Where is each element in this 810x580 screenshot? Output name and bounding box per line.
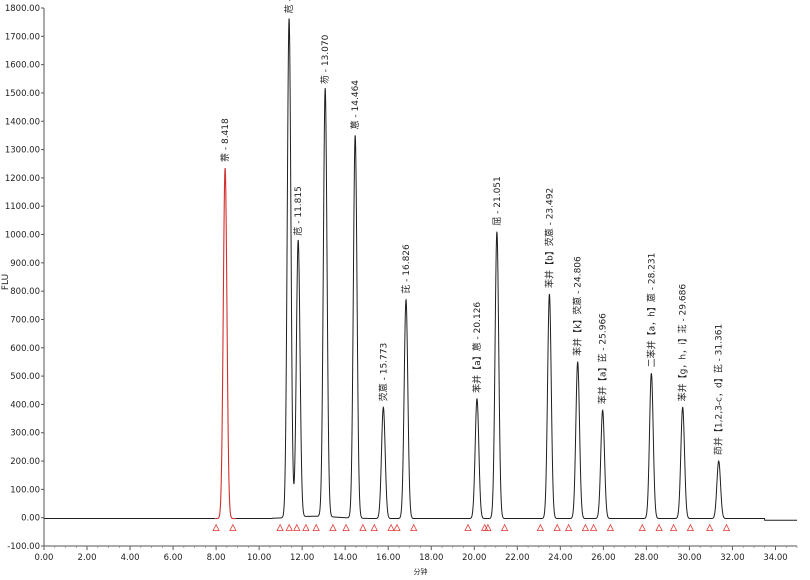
y-tick-label: 1600.00: [5, 61, 40, 71]
integration-marker: [285, 523, 293, 531]
peak-label: 苊 - 11.392: [283, 0, 295, 13]
peak-label: 苯并【a】蒽 - 20.126: [471, 302, 483, 393]
integration-marker: [638, 523, 646, 531]
integration-marker: [606, 523, 615, 531]
marker-layer: [212, 523, 731, 531]
x-tick-label: 30.00: [677, 553, 701, 563]
integration-marker: [212, 523, 220, 531]
integration-marker: [342, 523, 350, 531]
peak-label: 蒽 - 14.464: [349, 80, 361, 130]
x-tick-label: 2.00: [78, 553, 97, 563]
integration-marker: [536, 523, 545, 531]
integration-marker: [276, 523, 284, 531]
peak-label: 萘 - 8.418: [220, 118, 231, 162]
chromatogram-trace: [235, 18, 797, 521]
integration-marker: [387, 523, 395, 531]
label-layer: 萘 - 8.418 苊 - 11.392 苊 - 11.815 芴 - 13.070 蒽…: [220, 0, 725, 455]
integration-marker: [302, 523, 310, 531]
x-axis-title: 分钟: [414, 567, 428, 576]
y-tick-label: 300.00: [10, 429, 40, 439]
integration-marker: [312, 523, 320, 531]
integration-marker: [329, 523, 337, 531]
peak-label: 芘 - 16.826: [400, 244, 412, 294]
integration-marker: [686, 523, 695, 531]
integration-marker: [484, 523, 492, 531]
peak-label: 屈 - 21.051: [492, 176, 503, 225]
peak-label: 芴 - 13.070: [319, 34, 331, 84]
y-tick-label: 1300.00: [5, 146, 40, 156]
integration-marker: [669, 523, 678, 531]
integration-marker: [553, 523, 561, 531]
y-tick-label: 1500.00: [5, 89, 40, 99]
y-tick-label: 0.00: [21, 514, 40, 524]
y-tick-label: 600.00: [10, 344, 40, 354]
peak-label: 苯并【a】芘 - 25.966: [597, 313, 609, 404]
y-axis-title: FLU: [1, 274, 11, 290]
integration-marker: [370, 523, 378, 531]
x-tick-label: 14.00: [333, 553, 357, 563]
integration-marker: [722, 523, 731, 531]
integration-marker: [581, 523, 590, 531]
peak-label: 苯并【k】荧蒽 - 24.806: [572, 256, 584, 356]
integration-marker: [655, 523, 663, 531]
peak-label: 二苯并【a，h】蒽 - 28.231: [645, 253, 657, 368]
y-tick-label: 1200.00: [5, 174, 40, 184]
x-tick-label: 18.00: [419, 553, 443, 563]
integration-marker: [229, 523, 237, 531]
x-tick-label: 4.00: [121, 553, 140, 563]
y-tick-label: 1400.00: [5, 117, 40, 127]
highlighted-peak-trace: [215, 168, 236, 520]
x-tick-label: 20.00: [462, 553, 486, 563]
x-tick-label: 6.00: [164, 553, 183, 563]
integration-marker: [564, 523, 573, 531]
integration-marker: [464, 523, 472, 531]
x-tick-label: 12.00: [290, 553, 314, 563]
y-tick-label: 400.00: [10, 400, 40, 410]
peak-label: 苊 - 11.815: [292, 186, 304, 235]
integration-marker: [589, 523, 598, 531]
x-tick-label: 8.00: [207, 553, 226, 563]
x-tick-label: 22.00: [505, 553, 529, 563]
integration-marker: [410, 523, 418, 531]
integration-marker: [293, 523, 301, 531]
axes-layer: -100.000.00100.00200.00300.00400.00500.0…: [5, 4, 798, 563]
peak-label: 苯并【b】荧蒽 - 23.492: [543, 188, 555, 288]
y-tick-label: 1800.00: [5, 4, 40, 14]
y-tick-label: 900.00: [10, 259, 40, 269]
peak-label: 苯并【g，h，i】苝 - 29.686: [677, 284, 689, 402]
x-tick-label: 28.00: [634, 553, 658, 563]
integration-marker: [500, 523, 509, 531]
peak-label: 茚并【1,2,3-c，d】芘 - 31.361: [713, 324, 725, 455]
y-tick-label: 700.00: [10, 315, 40, 325]
x-tick-label: 24.00: [548, 553, 572, 563]
integration-marker: [359, 523, 367, 531]
x-tick-label: 34.00: [763, 553, 787, 563]
y-tick-label: 1700.00: [5, 32, 40, 42]
y-tick-label: 500.00: [10, 372, 40, 382]
x-tick-label: 16.00: [376, 553, 400, 563]
y-tick-label: -100.00: [7, 542, 40, 552]
x-tick-label: 26.00: [591, 553, 615, 563]
y-tick-label: 1000.00: [5, 231, 40, 241]
y-tick-label: 200.00: [10, 457, 40, 467]
integration-marker: [393, 523, 401, 531]
y-tick-label: 100.00: [10, 485, 40, 495]
x-tick-label: 10.00: [247, 553, 271, 563]
integration-marker: [706, 523, 714, 531]
trace-layer: [44, 18, 797, 521]
peak-label: 荧蒽 - 15.773: [377, 343, 389, 401]
y-tick-label: 1100.00: [5, 202, 40, 212]
y-tick-label: 800.00: [10, 287, 40, 297]
x-tick-label: 32.00: [720, 553, 744, 563]
x-tick-label: 0.00: [35, 553, 54, 563]
